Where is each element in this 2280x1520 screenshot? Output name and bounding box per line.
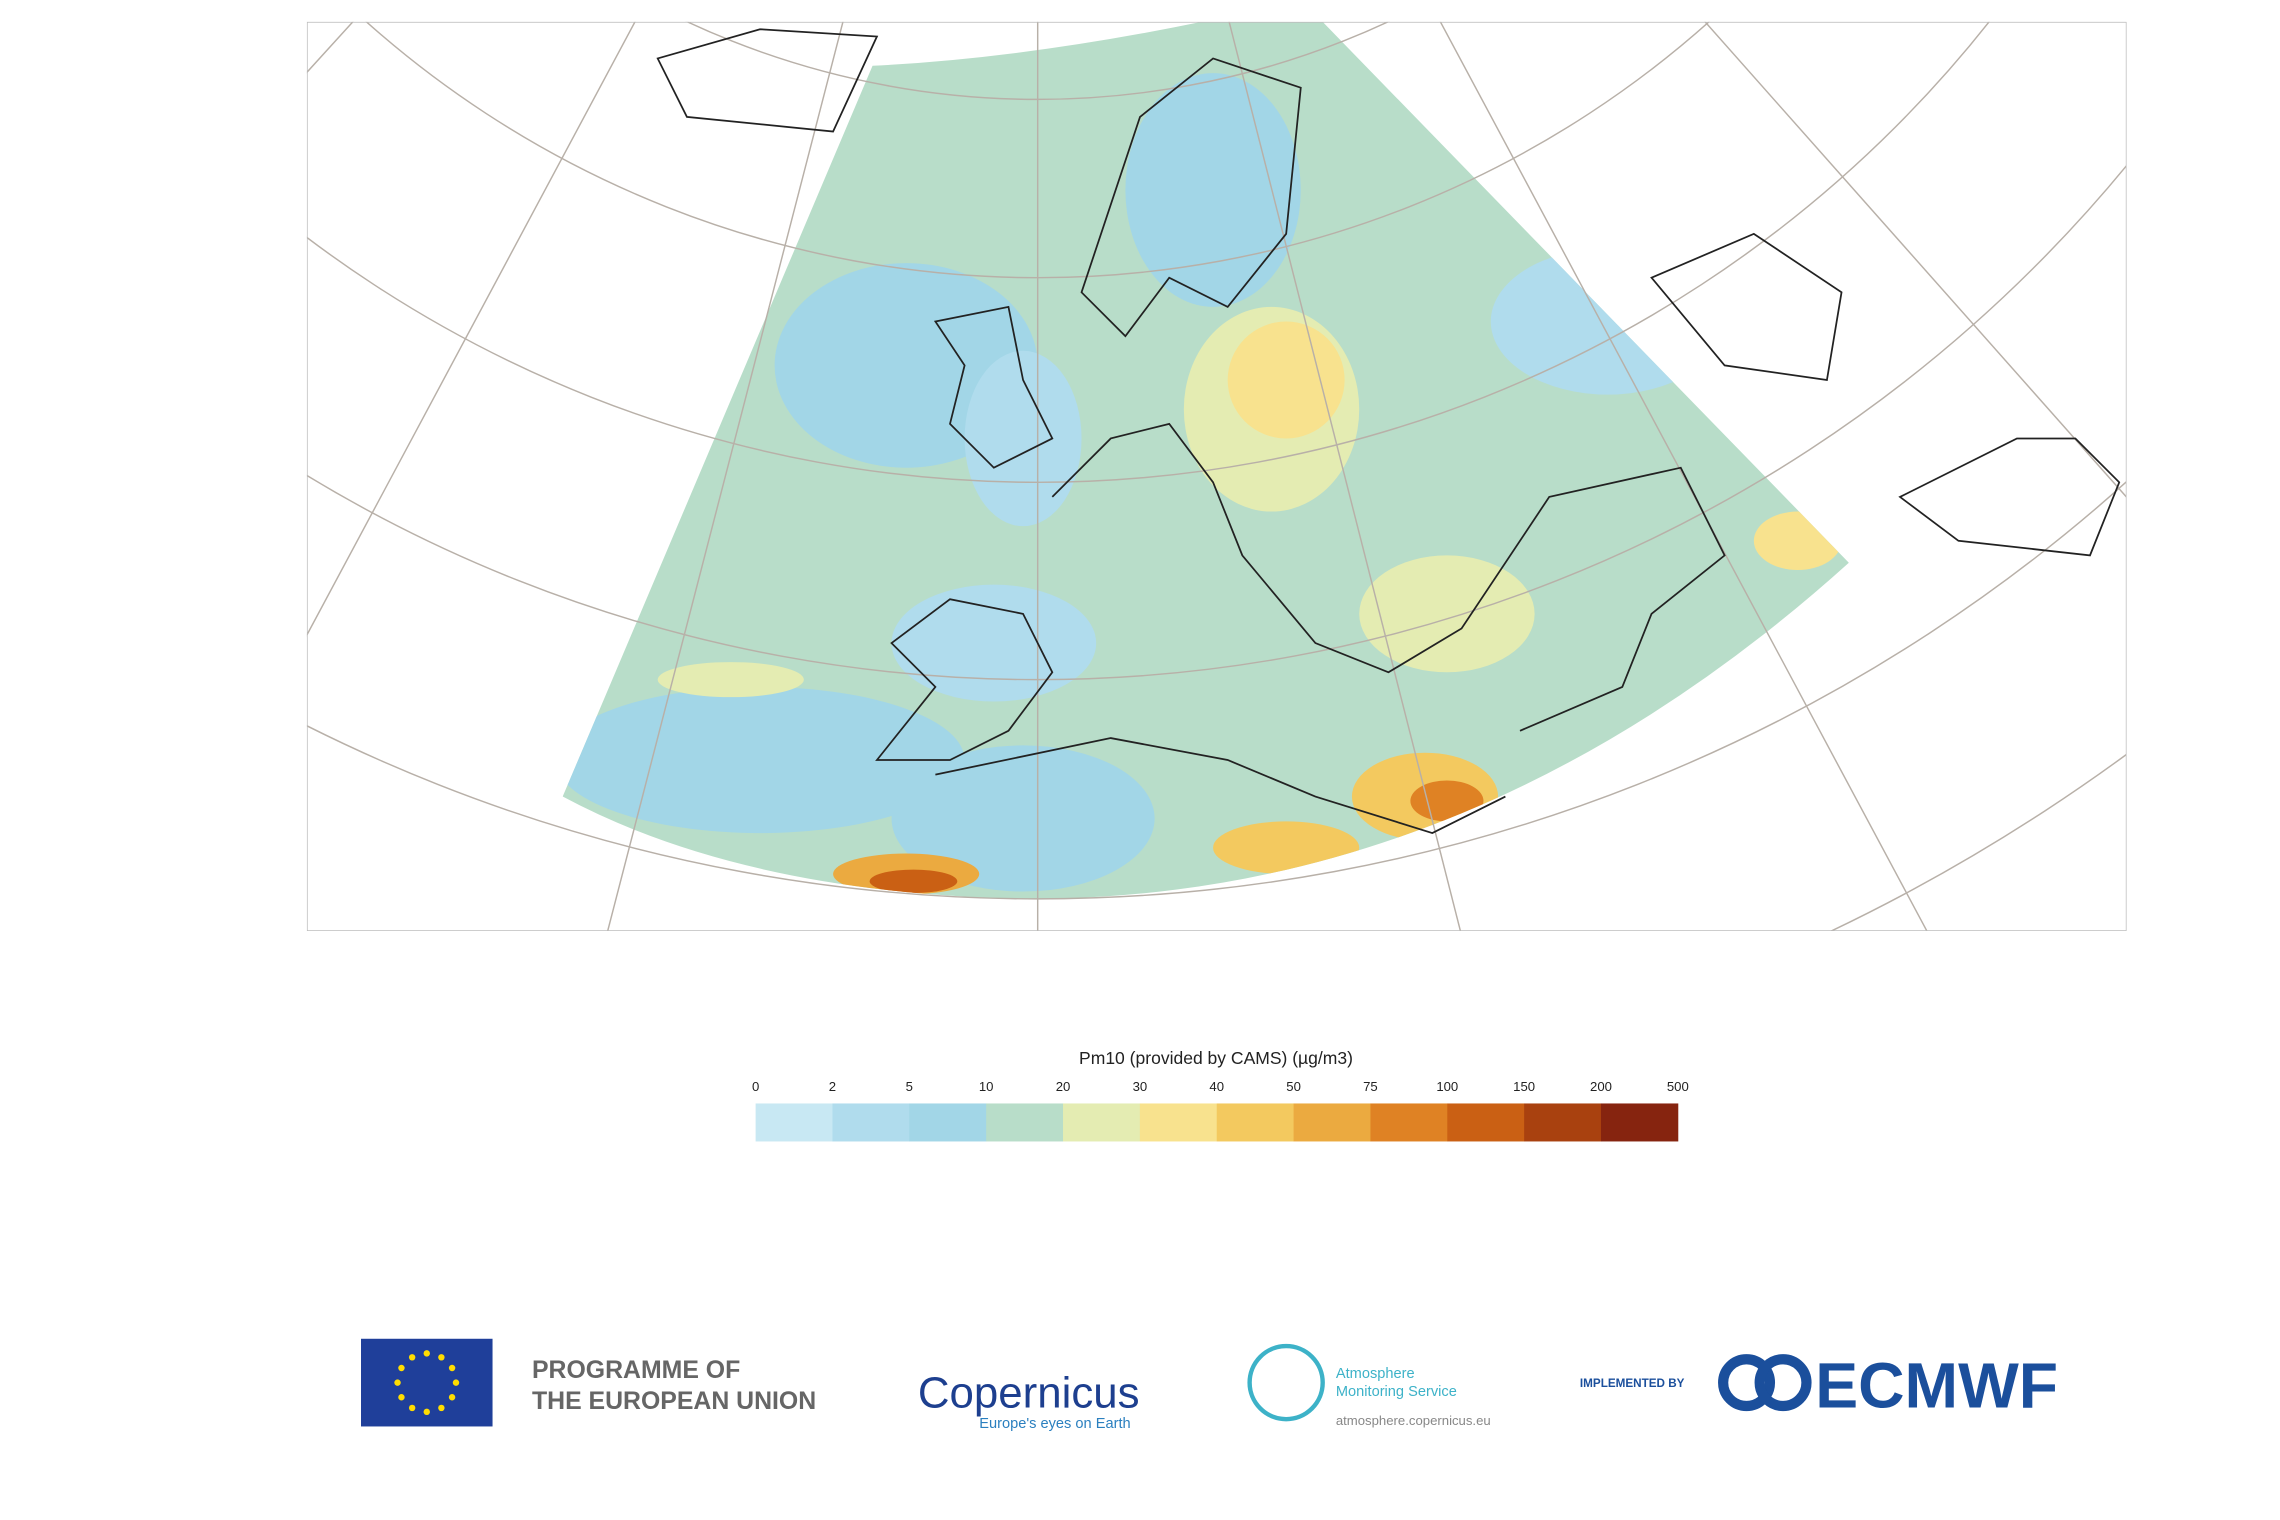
colorbar-tick-label: 30	[1133, 1079, 1148, 1094]
coast	[656, 28, 879, 133]
field-mid	[1359, 555, 1535, 673]
field-low	[891, 745, 1155, 892]
ecmwf-logo: ECMWF	[1815, 1349, 2058, 1421]
coast	[933, 305, 1054, 469]
eu-star	[448, 1364, 456, 1372]
ecmwf-mark	[1754, 1354, 1812, 1412]
eu-star	[423, 1350, 430, 1357]
copernicus-logo: Copernicus	[918, 1368, 1140, 1417]
colorbar-tick-label: 10	[979, 1079, 994, 1094]
colorbar-tick-label: 20	[1056, 1079, 1071, 1094]
eu-star	[398, 1394, 405, 1401]
colorbar-tick-label: 0	[752, 1079, 759, 1094]
eu-text: THE EUROPEAN UNION	[532, 1388, 816, 1415]
cams-logo	[1247, 1343, 1325, 1422]
colorbar-tick-label: 40	[1209, 1079, 1224, 1094]
colorbar-band	[986, 1103, 1064, 1142]
eu-star	[438, 1354, 445, 1361]
field-mid	[1227, 321, 1345, 439]
colorbar-band	[1216, 1103, 1295, 1142]
colorbar-band	[1600, 1103, 1679, 1142]
coast	[1650, 232, 1843, 381]
colorbar-tick-label: 50	[1286, 1079, 1301, 1094]
meridian	[1228, 21, 1462, 931]
cams-url: atmosphere.copernicus.eu	[1336, 1413, 1491, 1428]
colorbar: Pm10 (provided by CAMS) (µg/m3) 0 2 5 10 20 3…	[752, 1048, 1689, 1142]
meridian	[606, 21, 844, 931]
colorbar-tick-label: 100	[1436, 1079, 1458, 1094]
colorbar-tick-label: 2	[829, 1079, 836, 1094]
colorbar-title: Pm10 (provided by CAMS) (µg/m3)	[1079, 1048, 1353, 1068]
colorbar-tick-label: 150	[1513, 1079, 1535, 1094]
eu-star	[423, 1408, 430, 1416]
field-high	[1410, 780, 1484, 822]
eu-star	[408, 1354, 416, 1361]
eu-star	[452, 1379, 460, 1386]
eu-text: PROGRAMME OF	[532, 1357, 740, 1384]
footer-logos: PROGRAMME OF THE EUROPEAN UNION Copernic…	[361, 1338, 2058, 1432]
eu-star	[408, 1404, 416, 1412]
meridian	[1439, 21, 1928, 931]
colorbar-tick-label: 500	[1667, 1079, 1689, 1094]
coast	[935, 737, 1506, 835]
colorbar-band	[909, 1103, 987, 1142]
graticule	[306, 21, 2127, 931]
colorbar-band	[1447, 1103, 1525, 1142]
coast	[1898, 437, 2121, 557]
colorbar-band	[1063, 1103, 1141, 1142]
map	[306, 21, 2127, 931]
colorbar-tick-label: 75	[1363, 1079, 1378, 1094]
field-high	[869, 869, 958, 893]
colorbar-band	[1524, 1103, 1602, 1142]
coast	[875, 598, 1054, 761]
eu-star	[448, 1394, 456, 1401]
colorbar-tick-label: 200	[1590, 1079, 1612, 1094]
coast	[1080, 57, 1302, 338]
implemented-by: IMPLEMENTED BY	[1580, 1377, 1685, 1390]
field-mid	[657, 662, 804, 698]
colorbar-band	[1370, 1103, 1448, 1142]
colorbar-band	[755, 1103, 833, 1142]
colorbar-band	[1139, 1103, 1218, 1142]
cams-text: Monitoring Service	[1336, 1384, 1457, 1400]
meridian	[306, 21, 636, 637]
coast	[1051, 422, 1726, 732]
field-low	[562, 686, 965, 834]
copernicus-tagline: Europe's eyes on Earth	[979, 1416, 1130, 1432]
colorbar-tick-label: 5	[906, 1079, 913, 1094]
eu-star	[398, 1364, 405, 1372]
colorbar-band	[1293, 1103, 1371, 1142]
colorbar-band	[832, 1103, 910, 1142]
eu-stars	[394, 1350, 460, 1416]
eu-star	[438, 1404, 445, 1412]
eu-star	[394, 1379, 401, 1386]
coastlines	[656, 28, 2121, 835]
field-low	[891, 584, 1097, 702]
ecmwf-mark	[1718, 1354, 1776, 1412]
cams-text: Atmosphere	[1336, 1366, 1415, 1382]
meridian	[1704, 21, 2127, 499]
